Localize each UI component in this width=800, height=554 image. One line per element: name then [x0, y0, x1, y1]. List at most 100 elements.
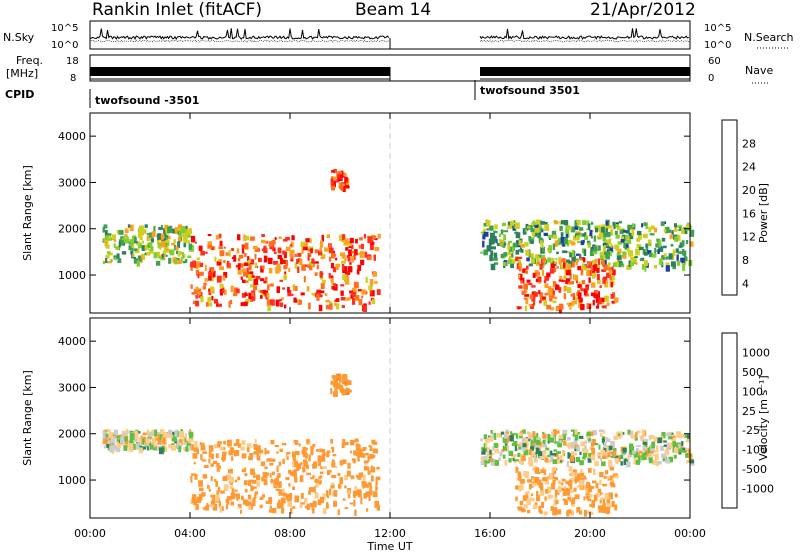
heatmap-cell — [133, 437, 138, 442]
heatmap-cell — [522, 495, 528, 501]
heatmap-cell — [608, 238, 612, 245]
heatmap-cell — [563, 500, 568, 505]
heatmap-cell — [256, 474, 261, 481]
heatmap-cell — [136, 241, 140, 246]
heatmap-cell — [309, 265, 313, 271]
heatmap-cell — [535, 447, 540, 454]
heatmap-cell — [306, 503, 310, 511]
heatmap-cell — [618, 220, 622, 224]
heatmap-cell — [177, 224, 183, 229]
heatmap-cell — [574, 448, 578, 452]
heatmap-cell — [317, 455, 322, 462]
heatmap-cell — [532, 440, 536, 448]
heatmap-cell — [574, 479, 577, 482]
heatmap-cell — [585, 267, 589, 271]
heatmap-cell — [566, 269, 571, 276]
power-xticks — [89, 113, 691, 313]
heatmap-cell — [489, 254, 493, 262]
heatmap-cell — [341, 305, 345, 308]
heatmap-cell — [195, 294, 198, 299]
heatmap-cell — [287, 501, 293, 507]
heatmap-cell — [369, 279, 374, 286]
heatmap-cell — [555, 477, 558, 481]
heatmap-cell — [250, 468, 255, 475]
heatmap-cell — [367, 455, 370, 462]
heatmap-cell — [241, 440, 246, 445]
freq-traces — [90, 67, 691, 81]
heatmap-cell — [552, 243, 556, 251]
heatmap-cell — [633, 261, 636, 264]
heatmap-cell — [289, 471, 295, 476]
heatmap-cell — [644, 452, 648, 456]
heatmap-cell — [357, 289, 363, 292]
heatmap-cell — [129, 447, 134, 452]
heatmap-cell — [235, 450, 240, 456]
heatmap-cell — [515, 448, 519, 451]
heatmap-cell — [538, 505, 542, 513]
heatmap-cell — [351, 250, 356, 254]
heatmap-cell — [245, 280, 249, 283]
heatmap-cell — [671, 254, 675, 260]
heatmap-cell — [262, 289, 266, 294]
heatmap-cell — [513, 220, 516, 224]
heatmap-cell — [249, 259, 255, 265]
heatmap-cell — [492, 445, 495, 451]
heatmap-cell — [631, 229, 635, 237]
heatmap-cell — [304, 264, 308, 267]
heatmap-cell — [158, 242, 162, 248]
heatmap-cell — [282, 250, 286, 255]
heatmap-cell — [371, 298, 376, 305]
heatmap-cell — [297, 253, 302, 257]
heatmap-cell — [339, 374, 342, 382]
heatmap-cell — [510, 262, 514, 269]
heatmap-cell — [501, 448, 505, 452]
heatmap-cell — [635, 248, 640, 256]
heatmap-cell — [198, 487, 204, 492]
heatmap-cell — [681, 260, 686, 266]
heatmap-cell — [209, 504, 214, 508]
heatmap-cell — [352, 287, 357, 291]
heatmap-cell — [237, 234, 241, 241]
heatmap-cell — [283, 274, 287, 281]
heatmap-cell — [344, 238, 349, 245]
heatmap-cell — [238, 504, 242, 509]
heatmap-cell — [208, 274, 213, 281]
heatmap-cell — [608, 267, 612, 272]
heatmap-cell — [575, 259, 578, 266]
heatmap-cell — [605, 221, 609, 226]
heatmap-cell — [552, 300, 557, 303]
heatmap-cell — [645, 452, 651, 456]
heatmap-cell — [183, 439, 186, 446]
heatmap-cell — [559, 220, 562, 225]
heatmap-cell — [148, 242, 153, 247]
heatmap-cell — [164, 241, 170, 247]
freq-label: Freq. — [16, 54, 43, 67]
heatmap-cell — [536, 479, 542, 484]
heatmap-cell — [208, 458, 211, 464]
heatmap-cell — [675, 248, 679, 253]
heatmap-cell — [179, 439, 184, 445]
heatmap-cell — [229, 447, 234, 454]
heatmap-cell — [319, 448, 322, 453]
heatmap-cell — [568, 453, 573, 457]
heatmap-cell — [516, 240, 521, 248]
heatmap-cell — [613, 435, 619, 440]
heatmap-cell — [506, 440, 509, 443]
heatmap-cell — [501, 222, 506, 227]
heatmap-cell — [580, 268, 584, 276]
heatmap-cell — [353, 281, 359, 289]
heatmap-cell — [499, 451, 503, 457]
heatmap-cell — [576, 485, 581, 488]
heatmap-cell — [588, 304, 592, 309]
heatmap-cell — [124, 238, 130, 244]
heatmap-cell — [562, 434, 566, 440]
heatmap-cell — [603, 430, 606, 434]
heatmap-cell — [506, 227, 509, 230]
heatmap-cell — [272, 471, 275, 476]
heatmap-cell — [610, 494, 613, 500]
heatmap-cell — [240, 495, 244, 501]
heatmap-cell — [360, 497, 363, 505]
heatmap-cell — [582, 447, 586, 452]
heatmap-cell — [651, 441, 655, 449]
heatmap-cell — [636, 450, 640, 453]
